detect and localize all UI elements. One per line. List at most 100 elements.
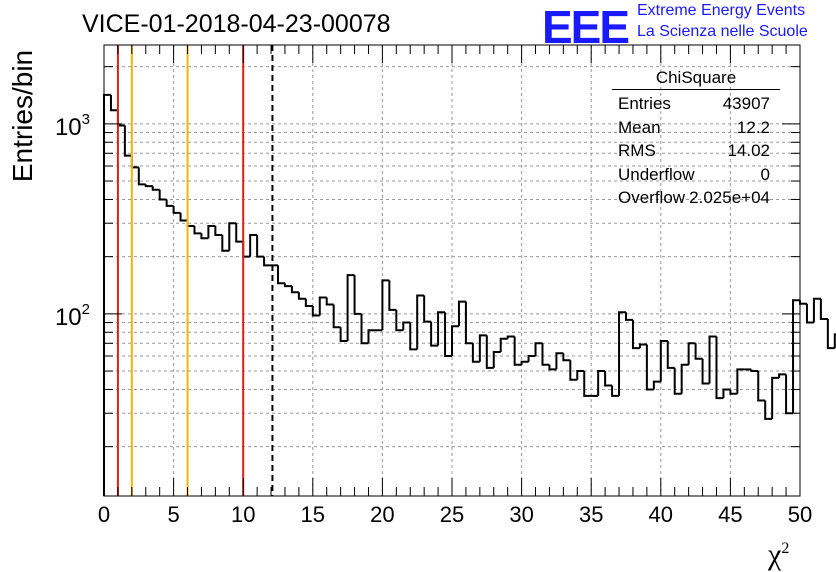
histogram-bin [200, 233, 209, 240]
histogram-bin [346, 274, 355, 341]
histogram-bin [687, 342, 696, 365]
histogram-bin [555, 352, 564, 370]
histogram-bin [548, 364, 557, 371]
histogram-bin [638, 343, 647, 349]
histogram-bin [116, 110, 125, 127]
histogram-bin [708, 335, 717, 384]
histogram-bin [360, 313, 369, 345]
histogram-bin [722, 388, 731, 399]
histogram-bin [757, 371, 766, 402]
stats-title: ChiSquare [612, 68, 780, 90]
histogram-bin [367, 329, 376, 344]
histogram-bin [471, 343, 480, 363]
stats-row-rms: RMS 14.02 [618, 141, 770, 160]
stats-box: ChiSquare Entries 43907 Mean 12.2 RMS 14.02… [612, 68, 780, 210]
histogram-bin [736, 368, 745, 394]
histogram-bin [402, 321, 411, 331]
histogram-bin [318, 296, 327, 316]
histogram-bin [290, 286, 299, 294]
chart-title: VICE-01-2018-04-23-00078 [82, 10, 391, 38]
histogram-bin [353, 275, 362, 315]
histogram-bin [583, 371, 592, 397]
histogram-bin [193, 225, 202, 235]
histogram-bin [659, 339, 668, 382]
histogram-bin [819, 298, 828, 320]
histogram-bin [785, 374, 794, 415]
histogram-bin [437, 311, 446, 346]
histogram-bin [611, 385, 620, 397]
histogram-bin [833, 333, 836, 349]
histogram-bin [165, 199, 174, 207]
histogram-bin [715, 336, 724, 400]
histogram-bin [137, 167, 146, 186]
logo-tagline-1: Extreme Energy Events [637, 2, 806, 19]
histogram-bin [451, 325, 459, 357]
y-tick-label: 103 [55, 111, 90, 141]
histogram-bin [283, 283, 292, 288]
histogram-bin [520, 360, 529, 365]
histogram-bin [812, 297, 821, 323]
histogram-bin [652, 380, 661, 390]
histogram-bin [694, 343, 703, 360]
histogram-bin [304, 298, 313, 307]
histogram-bin [604, 371, 613, 387]
logo-tagline-2: La Scienza nelle Scuole [637, 23, 808, 40]
histogram-bin [799, 300, 807, 305]
histogram-bin [249, 234, 258, 257]
eee-logo: EEE [542, 1, 630, 53]
x-tick-label: 35 [579, 502, 603, 527]
histogram-bin [423, 295, 432, 323]
histogram-bin [464, 301, 473, 345]
histogram-bin [506, 335, 515, 339]
histogram-bin [513, 336, 522, 366]
histogram-bin [618, 311, 626, 396]
histogram-bin [381, 279, 390, 331]
histogram-bin [409, 322, 418, 351]
histogram-bin [235, 223, 244, 243]
histogram-bin [625, 312, 633, 321]
histogram-bin [311, 305, 320, 317]
histogram-bin [499, 337, 508, 352]
histogram-bin [764, 400, 773, 420]
y-axis-label: Entries/bin [7, 49, 38, 183]
histogram-bin [395, 309, 404, 332]
x-tick-label: 25 [440, 502, 464, 527]
histogram-bin [778, 373, 787, 378]
histogram-bin [325, 297, 334, 306]
histogram-bin [750, 369, 759, 373]
histogram-bin [457, 300, 466, 327]
histogram-bin [680, 363, 689, 394]
histogram-bin [297, 292, 306, 300]
histogram-bin [826, 318, 835, 350]
histogram-bin [221, 235, 230, 252]
histogram-bin [214, 225, 223, 237]
histogram-bin [562, 353, 571, 362]
x-tick-label: 0 [98, 502, 110, 527]
x-tick-label: 45 [718, 502, 742, 527]
stats-row-entries: Entries 43907 [618, 94, 770, 113]
histogram-bin [242, 241, 251, 258]
histogram-bin [207, 224, 216, 239]
stats-row-underflow: Underflow 0 [618, 164, 770, 184]
histogram-bin [729, 389, 738, 395]
x-tick-label: 5 [167, 502, 179, 527]
histogram-bin [631, 319, 640, 350]
histogram-bin [478, 334, 487, 362]
x-tick-label: 10 [231, 502, 255, 527]
histogram-bin [158, 189, 167, 201]
x-tick-label: 15 [301, 502, 325, 527]
y-tick-label: 102 [55, 301, 90, 331]
histogram-bin [597, 370, 606, 396]
histogram-bin [123, 125, 132, 157]
histogram-bin [485, 335, 494, 369]
histogram-bin [492, 350, 501, 368]
histogram-bin [179, 212, 188, 222]
x-tick-label: 50 [788, 502, 812, 527]
histogram-bin [701, 358, 710, 385]
stats-row-overflow: Overflow 2.025e+04 [618, 188, 770, 207]
histogram-bin [541, 343, 550, 366]
histogram-bin [666, 340, 675, 369]
histogram-bin [771, 376, 780, 419]
histogram-bin [103, 93, 111, 496]
histogram-bin [263, 256, 272, 267]
